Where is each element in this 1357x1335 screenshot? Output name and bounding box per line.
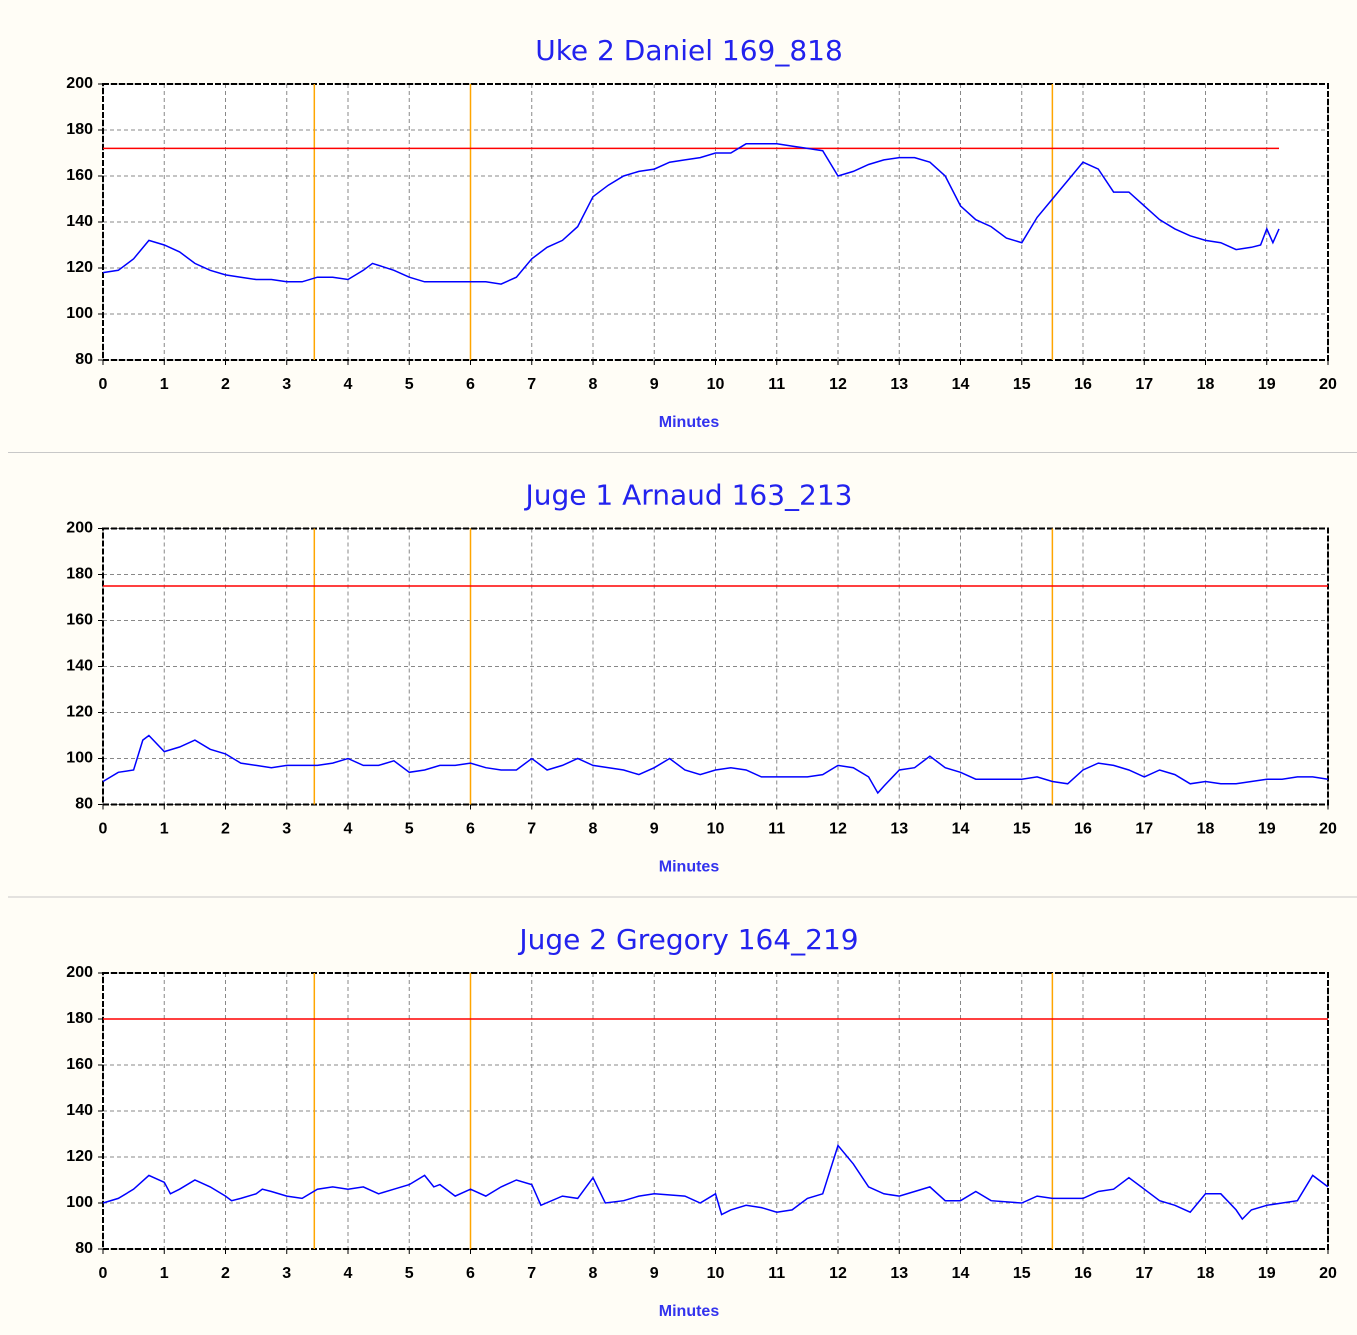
y-tick-label: 100 [66, 1194, 93, 1211]
chart-title: Juge 2 Gregory 164_219 [517, 923, 858, 956]
x-tick-label: 4 [344, 821, 353, 838]
series-line [102, 1143, 1329, 1221]
x-tick-label: 10 [707, 1265, 725, 1282]
x-tick-label: 3 [282, 821, 291, 838]
x-tick-label: 7 [527, 376, 536, 393]
x-tick-label: 9 [650, 376, 659, 393]
y-tick-label: 200 [66, 75, 93, 92]
x-tick-label: 14 [952, 1265, 970, 1282]
y-tick-label: 80 [75, 351, 93, 368]
x-tick-label: 1 [160, 821, 169, 838]
plot-border [102, 83, 1329, 361]
x-tick-label: 2 [221, 376, 230, 393]
y-tick-label: 200 [66, 964, 93, 981]
x-tick-label: 7 [527, 821, 536, 838]
x-tick-label: 2 [221, 1265, 230, 1282]
x-tick-label: 9 [650, 821, 659, 838]
x-tick-label: 17 [1135, 1265, 1153, 1282]
y-tick-label: 120 [66, 259, 93, 276]
x-tick-label: 4 [344, 1265, 353, 1282]
x-tick-label: 13 [890, 821, 908, 838]
y-tick-label: 200 [66, 520, 93, 537]
x-tick-label: 17 [1135, 376, 1153, 393]
x-tick-label: 17 [1135, 821, 1153, 838]
x-tick-label: 18 [1197, 1265, 1215, 1282]
x-tick-label: 6 [466, 821, 475, 838]
x-tick-label: 20 [1319, 821, 1337, 838]
x-tick-label: 3 [282, 376, 291, 393]
y-tick-label: 120 [66, 1148, 93, 1165]
y-tick-label: 140 [66, 213, 93, 230]
x-tick-label: 13 [890, 1265, 908, 1282]
x-tick-label: 20 [1319, 376, 1337, 393]
plot-border [102, 972, 1329, 1250]
x-tick-label: 5 [405, 821, 414, 838]
x-tick-label: 19 [1258, 1265, 1276, 1282]
x-tick-label: 4 [344, 376, 353, 393]
x-tick-label: 15 [1013, 376, 1031, 393]
x-tick-label: 11 [768, 821, 785, 838]
x-tick-label: 12 [829, 1265, 847, 1282]
x-tick-label: 19 [1258, 376, 1276, 393]
x-tick-label: 14 [952, 376, 970, 393]
x-tick-label: 15 [1013, 821, 1031, 838]
x-tick-label: 16 [1074, 1265, 1092, 1282]
x-tick-label: 5 [405, 1265, 414, 1282]
y-tick-label: 180 [66, 121, 93, 138]
series-line [102, 734, 1329, 795]
y-tick-label: 160 [66, 167, 93, 184]
y-tick-label: 140 [66, 1102, 93, 1119]
chart-title: Juge 1 Arnaud 163_213 [523, 479, 852, 512]
y-tick-label: 100 [66, 750, 93, 767]
x-tick-label: 8 [589, 821, 598, 838]
x-tick-label: 11 [768, 1265, 785, 1282]
x-tick-label: 12 [829, 821, 847, 838]
plot-border [102, 527, 1329, 806]
x-tick-label: 8 [589, 376, 598, 393]
x-tick-label: 8 [589, 1265, 598, 1282]
x-tick-label: 6 [466, 1265, 475, 1282]
y-tick-label: 180 [66, 566, 93, 583]
y-tick-label: 80 [75, 796, 93, 813]
x-tick-label: 16 [1074, 376, 1092, 393]
y-tick-label: 100 [66, 305, 93, 322]
x-tick-label: 18 [1197, 821, 1215, 838]
x-axis-label: Minutes [659, 859, 720, 876]
x-axis-label: Minutes [659, 1303, 720, 1320]
x-tick-label: 1 [160, 376, 169, 393]
x-tick-label: 1 [160, 1265, 169, 1282]
x-tick-label: 10 [707, 376, 725, 393]
x-tick-label: 7 [527, 1265, 536, 1282]
x-tick-label: 10 [707, 821, 725, 838]
y-tick-label: 120 [66, 704, 93, 721]
x-tick-label: 5 [405, 376, 414, 393]
x-axis-label: Minutes [659, 414, 720, 431]
x-tick-label: 0 [99, 821, 108, 838]
y-tick-label: 140 [66, 658, 93, 675]
y-tick-label: 160 [66, 612, 93, 629]
y-tick-label: 180 [66, 1010, 93, 1027]
chart-title: Uke 2 Daniel 169_818 [535, 34, 843, 67]
x-tick-label: 0 [99, 376, 108, 393]
x-tick-label: 13 [890, 376, 908, 393]
x-tick-label: 6 [466, 376, 475, 393]
x-tick-label: 12 [829, 376, 847, 393]
x-tick-label: 9 [650, 1265, 659, 1282]
series-line [102, 143, 1280, 285]
x-tick-label: 19 [1258, 821, 1276, 838]
x-tick-label: 11 [768, 376, 785, 393]
y-tick-label: 160 [66, 1056, 93, 1073]
x-tick-label: 18 [1197, 376, 1215, 393]
x-tick-label: 15 [1013, 1265, 1031, 1282]
x-tick-label: 20 [1319, 1265, 1337, 1282]
x-tick-label: 14 [952, 821, 970, 838]
x-tick-label: 2 [221, 821, 230, 838]
x-tick-label: 0 [99, 1265, 108, 1282]
x-tick-label: 16 [1074, 821, 1092, 838]
y-tick-label: 80 [75, 1240, 93, 1257]
x-tick-label: 3 [282, 1265, 291, 1282]
